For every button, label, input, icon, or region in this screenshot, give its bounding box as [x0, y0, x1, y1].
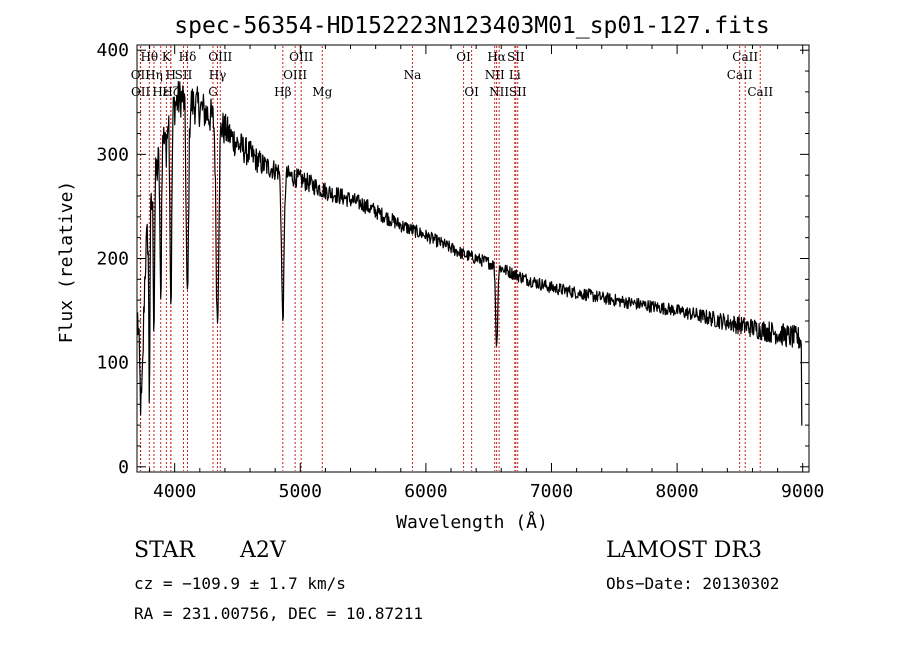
coordinates: RA = 231.00756, DEC = 10.87211	[134, 604, 423, 623]
line-marker-label: Hζ	[162, 85, 179, 99]
line-marker-label: CaII	[727, 68, 753, 82]
x-tick-label: 8000	[655, 481, 698, 502]
survey-name: LAMOST DR3	[606, 538, 762, 563]
line-marker-label: OI	[456, 50, 471, 64]
line-marker-label: Hθ	[140, 50, 158, 64]
y-tick-label: 100	[96, 353, 129, 374]
spectrum-line	[137, 81, 803, 426]
spectral-subclass: A2V	[240, 538, 286, 563]
line-marker-label: Hβ	[274, 85, 291, 99]
y-tick-label: 200	[96, 249, 129, 270]
line-marker-label: CaII	[747, 85, 773, 99]
line-marker-label: Hδ	[179, 50, 197, 64]
x-tick-label: 5000	[279, 481, 322, 502]
line-marker-label: OI	[464, 85, 479, 99]
line-marker-label: SII	[509, 85, 527, 99]
observation-date: Obs−Date: 20130302	[606, 574, 780, 593]
line-marker-label: Mg	[312, 85, 332, 99]
line-marker-label: NII	[485, 68, 505, 82]
line-marker-label: SII	[507, 50, 525, 64]
line-marker-label: Li	[509, 68, 521, 82]
line-marker-label: K	[162, 50, 172, 64]
line-marker-label: OII	[131, 68, 151, 82]
x-axis-ticks: 4000 5000 6000 7000 8000 9000	[149, 45, 824, 502]
redshift-cz: cz = −109.9 ± 1.7 km/s	[134, 574, 346, 593]
line-marker-label: Hα	[487, 50, 506, 64]
line-marker-label: Na	[404, 68, 422, 82]
x-tick-label: 9000	[781, 481, 824, 502]
object-class: STAR	[134, 538, 195, 563]
x-axis-label: Wavelength (Å)	[396, 511, 548, 533]
line-marker-label: NII	[489, 85, 509, 99]
x-tick-label: 7000	[530, 481, 573, 502]
line-marker-label: OIII	[289, 50, 313, 64]
line-marker-label: Hγ	[209, 68, 227, 82]
line-markers	[139, 46, 761, 471]
line-marker-label: Hη	[145, 68, 163, 82]
y-tick-label: 400	[96, 40, 129, 61]
line-marker-label: OIII	[283, 68, 307, 82]
chart-title: spec-56354-HD152223N123403M01_sp01-127.f…	[174, 13, 769, 39]
x-tick-label: 6000	[404, 481, 447, 502]
y-tick-label: 0	[118, 457, 129, 478]
line-marker-label: Hε	[152, 85, 169, 99]
line-marker-label: H	[166, 68, 176, 82]
y-axis-ticks: 0 100 200 300 400	[96, 40, 809, 478]
line-marker-label: G	[208, 85, 218, 99]
line-marker-label: OIII	[208, 50, 232, 64]
line-marker-label: CaII	[732, 50, 758, 64]
line-marker-label: SII	[175, 68, 193, 82]
x-tick-label: 4000	[153, 481, 196, 502]
y-tick-label: 300	[96, 144, 129, 165]
y-axis-label: Flux (relative)	[56, 181, 77, 344]
